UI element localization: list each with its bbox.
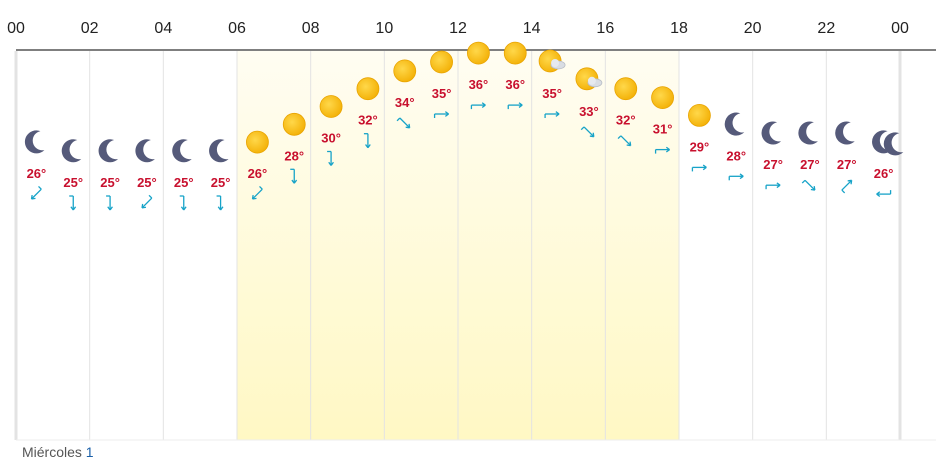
temperature-label: 33° [579, 104, 599, 119]
wind-se-icon [580, 126, 595, 138]
wind-e-icon [691, 164, 707, 172]
temperature-label: 27° [800, 157, 820, 172]
wind-s-icon [69, 195, 77, 211]
sun-icon [430, 50, 453, 74]
temperature-label: 27° [837, 157, 857, 172]
moon-icon [61, 139, 82, 163]
wind-s-icon [106, 195, 113, 211]
wind-e-icon [544, 111, 560, 118]
temperature-label: 25° [174, 175, 194, 190]
moon-icon [172, 139, 192, 163]
temperature-label: 26° [874, 166, 894, 181]
wind-s-icon [216, 195, 224, 211]
wind-ne-icon [841, 179, 853, 194]
wind-sw-icon [30, 185, 42, 200]
temperature-label: 32° [358, 113, 378, 128]
wind-se-icon [801, 179, 816, 191]
moon-icon [761, 121, 782, 145]
x-tick-label: 14 [523, 20, 541, 37]
temperature-label: 36° [469, 77, 489, 92]
moon-icon [24, 130, 45, 154]
weather-icons [24, 41, 904, 163]
x-tick-label: 20 [744, 20, 762, 37]
wind-e-icon [470, 102, 486, 110]
temperature-label: 27° [763, 157, 783, 172]
x-tick-label: 18 [670, 20, 688, 37]
x-tick-label: 00 [891, 20, 909, 37]
moon-icon [872, 130, 892, 154]
moon-icon [883, 132, 904, 156]
wind-e-icon [433, 111, 449, 118]
wind-w-icon [876, 190, 892, 197]
x-tick-label: 12 [449, 20, 467, 37]
temperature-label: 25° [100, 175, 120, 190]
wind-s-icon [290, 168, 298, 184]
x-tick-label: 04 [154, 20, 172, 37]
temperature-label: 35° [542, 86, 562, 101]
temperature-label: 31° [653, 122, 673, 137]
day-name: Miércoles [22, 444, 82, 460]
temperature-label: 29° [690, 139, 710, 154]
x-tick-label: 16 [596, 20, 614, 37]
sun-icon [356, 77, 380, 101]
wind-e-icon [765, 182, 781, 190]
sun-icon [688, 104, 711, 127]
sun-icon [651, 86, 674, 109]
moon-icon [209, 139, 229, 163]
wind-se-icon [617, 135, 632, 147]
temperature-label: 25° [211, 175, 231, 190]
temperature-label: 28° [284, 148, 304, 163]
wind-sw-icon [251, 185, 263, 200]
wind-sw-icon [141, 194, 153, 209]
temperature-label: 34° [395, 95, 415, 110]
wind-s-icon [327, 150, 334, 166]
temperature-label: 32° [616, 113, 636, 128]
sun-icon [246, 130, 269, 154]
sun-icon [467, 41, 490, 65]
temperature-label: 25° [137, 175, 157, 190]
wind-s-icon [363, 133, 371, 149]
moon-icon [98, 139, 119, 163]
moon-icon [835, 121, 855, 145]
sun-icon [393, 59, 417, 83]
temperature-label: 35° [432, 86, 452, 101]
sun-icon [614, 77, 638, 101]
wind-s-icon [179, 195, 187, 211]
temperature-label: 28° [726, 148, 746, 163]
sun-icon [282, 112, 306, 136]
temperature-label: 26° [27, 166, 47, 181]
sun-cloud-icon [538, 49, 566, 73]
moon-icon [798, 121, 818, 145]
sun-icon [503, 41, 527, 65]
x-tick-label: 08 [302, 20, 320, 37]
x-tick-label: 00 [7, 20, 25, 37]
day-number: 1 [85, 444, 94, 460]
temperature-label: 25° [63, 175, 83, 190]
moon-icon [135, 139, 155, 163]
temperature-label: 36° [505, 77, 525, 92]
x-tick-label: 02 [81, 20, 99, 37]
wind-se-icon [396, 117, 411, 129]
moon-icon [724, 112, 745, 136]
grid-lines [14, 51, 936, 441]
wind-icons [30, 102, 892, 211]
sun-cloud-icon [575, 67, 603, 91]
temperature-label: 26° [248, 166, 268, 181]
x-tick-label: 06 [228, 20, 246, 37]
temperature-label: 30° [321, 131, 341, 146]
wind-e-icon [728, 173, 744, 181]
wind-e-icon [507, 102, 523, 110]
temperature-labels: 26° 25° 25° 25° 25° 25° 26° 28° 30° 32° 34° 35° 36° 3… [27, 77, 894, 190]
day-label: Miércoles 1 [22, 444, 94, 460]
sun-icon [319, 95, 343, 118]
x-tick-label: 22 [817, 20, 835, 37]
wind-e-icon [654, 146, 670, 154]
x-tick-label: 10 [375, 20, 393, 37]
